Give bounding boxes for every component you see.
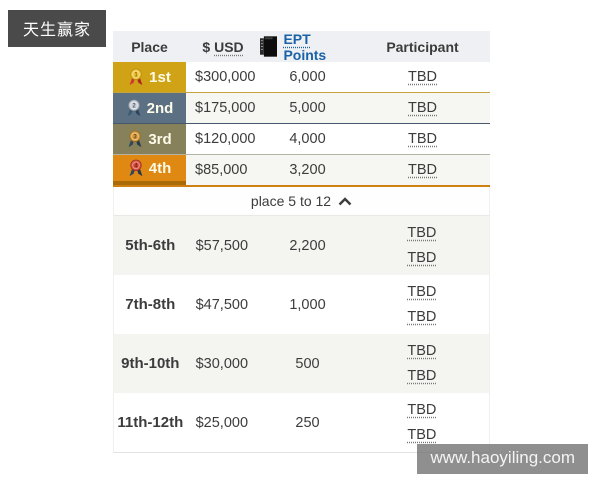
table-row: 7th-8th $47,500 1,000 TBD TBD [113, 275, 490, 334]
place-cell-1st: 1 1st [113, 62, 186, 92]
usd-value: $175,000 [186, 93, 260, 123]
table-row: 2 2nd $175,000 5,000 TBD [113, 93, 490, 124]
header-ept-points: EPT Points [260, 30, 355, 63]
usd-value: $30,000 [195, 355, 249, 372]
place-label: 4th [148, 159, 172, 177]
usd-value: $120,000 [186, 124, 260, 154]
svg-text:4: 4 [134, 163, 138, 169]
dollar-sign: $ [202, 38, 211, 55]
header-place: Place [131, 38, 168, 55]
participant-value: TBD [408, 69, 437, 85]
table-row: 5th-6th $57,500 2,200 TBD TBD [113, 216, 490, 275]
participant-value: TBD [408, 100, 437, 116]
table-row: 9th-10th $30,000 500 TBD TBD [113, 334, 490, 393]
usd-value: $85,000 [186, 155, 260, 185]
participants-cell: TBD TBD [355, 275, 489, 334]
header-usd: $ USD [186, 31, 260, 62]
participant-value: TBD [407, 308, 437, 325]
participant-value: TBD [407, 343, 437, 360]
points-value: 250 [295, 414, 320, 431]
place-label: 11th-12th [117, 414, 184, 431]
points-value: 2,200 [289, 237, 326, 254]
participant-value: TBD [407, 284, 437, 301]
table-header: Place $ USD EPT Points Participant [113, 30, 490, 63]
participant-value: TBD [407, 367, 437, 384]
site-badge: 天生赢家 [8, 10, 107, 47]
silver-medal-icon: 2 [127, 99, 141, 116]
gold-medal-icon: 1 [129, 68, 143, 85]
usd-value: $57,500 [195, 237, 249, 254]
svg-text:2: 2 [132, 103, 136, 109]
usd-abbr: USD [214, 38, 244, 55]
participant-value: TBD [407, 249, 437, 266]
place-label: 7th-8th [125, 296, 176, 313]
bronze-medal-icon: 3 [128, 130, 142, 147]
expander-place-5-to-12[interactable]: place 5 to 12 [113, 187, 490, 216]
points-value: 500 [295, 355, 320, 372]
ept-points-link[interactable]: EPT Points [283, 30, 327, 63]
table-row: 4 4th $85,000 3,200 TBD [113, 155, 490, 187]
ept-logo-icon [260, 36, 278, 57]
place-label: 2nd [146, 99, 174, 117]
place-cell-3rd: 3 3rd [113, 124, 186, 154]
table-row: 1 1st $300,000 6,000 TBD [113, 62, 490, 93]
usd-value: $25,000 [195, 414, 249, 431]
points-value: 4,000 [260, 124, 355, 154]
participants-cell: TBD TBD [355, 216, 489, 275]
place-cell-2nd: 2 2nd [113, 93, 186, 123]
expander-label: place 5 to 12 [250, 193, 332, 209]
participant-value: TBD [408, 131, 437, 147]
participant-value: TBD [407, 225, 437, 242]
svg-text:3: 3 [134, 134, 138, 140]
points-value: 1,000 [289, 296, 326, 313]
usd-value: $300,000 [186, 62, 260, 92]
points-value: 6,000 [260, 62, 355, 92]
svg-text:1: 1 [134, 72, 138, 78]
place-label: 5th-6th [125, 237, 176, 254]
payout-table: Place $ USD EPT Points Participant [113, 31, 490, 453]
header-participant: Participant [386, 38, 459, 55]
table-row: 3 3rd $120,000 4,000 TBD [113, 124, 490, 155]
points-value: 3,200 [260, 155, 355, 185]
table-row: 11th-12th $25,000 250 TBD TBD [113, 393, 490, 453]
red-medal-icon: 4 [129, 159, 143, 176]
participant-value: TBD [408, 162, 437, 178]
place-label: 3rd [148, 130, 172, 148]
place-label: 9th-10th [121, 355, 180, 372]
chevron-up-icon [338, 196, 352, 205]
usd-value: $47,500 [195, 296, 249, 313]
points-value: 5,000 [260, 93, 355, 123]
participant-value: TBD [407, 426, 437, 443]
participants-cell: TBD TBD [355, 334, 489, 393]
watermark: www.haoyiling.com [417, 444, 588, 474]
place-label: 1st [149, 68, 171, 86]
participants-cell: TBD TBD [355, 393, 489, 452]
place-cell-4th: 4 4th [113, 155, 186, 185]
participant-value: TBD [407, 402, 437, 419]
